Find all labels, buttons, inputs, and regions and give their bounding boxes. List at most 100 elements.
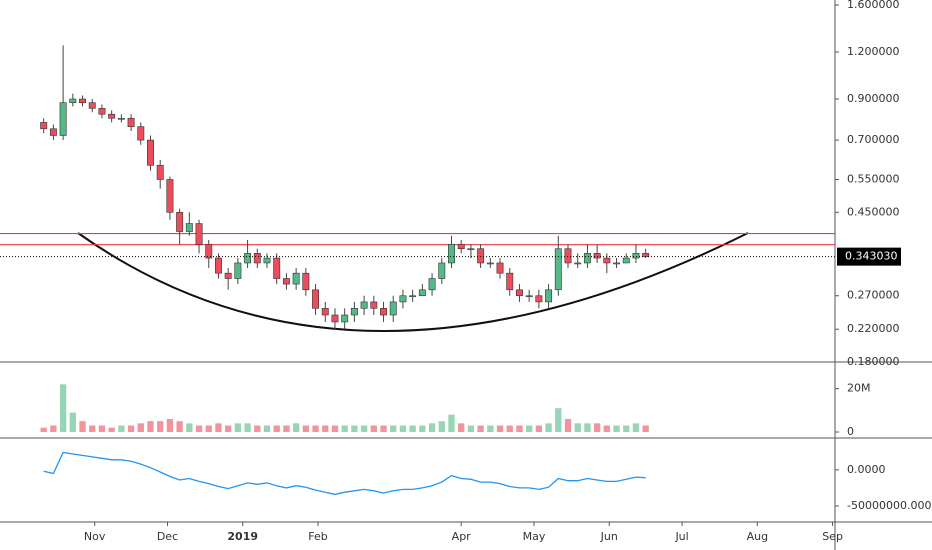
candle-body <box>263 257 271 264</box>
volume-bar <box>623 425 630 432</box>
volume-bar <box>331 425 339 432</box>
candle-body <box>49 128 57 136</box>
candle-body <box>496 262 504 274</box>
volume-bar <box>496 425 504 432</box>
volume-bar <box>399 425 407 432</box>
candle-body <box>69 98 77 103</box>
volume-bar <box>584 423 591 432</box>
x-tick-label: May <box>523 530 546 543</box>
candle-body <box>564 248 572 264</box>
candle-body <box>312 289 320 309</box>
y-tick-label: -50000000.0000 <box>847 499 932 512</box>
volume-bar <box>574 423 581 432</box>
candle-body <box>457 243 465 250</box>
candle-body <box>215 257 222 274</box>
x-tick-label: Apr <box>452 530 472 543</box>
candle-body <box>380 308 387 316</box>
candle-body <box>205 243 213 259</box>
volume-bar <box>545 423 552 432</box>
candle-body <box>448 243 455 264</box>
volume-bar <box>195 425 203 432</box>
volume-bar <box>341 425 348 432</box>
volume-bar <box>448 414 455 432</box>
candle-body <box>613 262 620 265</box>
candle-body <box>428 278 436 291</box>
volume-bar <box>59 384 67 432</box>
candle-body <box>292 272 300 285</box>
x-tick-label: Jun <box>600 530 618 543</box>
volume-bar <box>390 425 397 432</box>
candle-body <box>195 223 203 245</box>
candle-body <box>321 308 329 316</box>
candle-body <box>554 248 562 291</box>
y-tick-label: 0.0000 <box>847 463 886 476</box>
candle-body <box>59 102 67 136</box>
volume-bar <box>89 425 96 432</box>
volume-bar <box>127 425 135 432</box>
candle-body <box>341 314 349 323</box>
volume-bar <box>40 427 47 432</box>
volume-bar <box>98 425 106 432</box>
volume-bar <box>632 423 640 432</box>
volume-bar <box>186 423 193 432</box>
x-tick-label: Feb <box>308 530 327 543</box>
y-tick-label: 0.700000 <box>847 133 900 146</box>
volume-bar <box>292 423 300 432</box>
x-tick-label: Jul <box>674 530 688 543</box>
volume-bar <box>351 425 358 432</box>
candle-body <box>156 164 164 180</box>
candle-body <box>632 253 640 259</box>
y-tick-label: 0.270000 <box>847 289 900 302</box>
y-tick-label: 0 <box>847 425 854 438</box>
x-tick-label: Nov <box>84 530 106 543</box>
y-tick-label: 0.180000 <box>847 355 900 368</box>
candle-body <box>535 295 543 303</box>
candle-body <box>418 289 426 297</box>
candle-body <box>583 253 591 264</box>
volume-bar <box>244 423 251 432</box>
candle-body <box>438 262 446 279</box>
candle-body <box>370 301 378 309</box>
volume-bar <box>438 421 445 432</box>
candle-body <box>108 113 116 119</box>
volume-bar <box>166 419 174 432</box>
candle-body <box>98 108 106 115</box>
volume-bar <box>225 425 232 432</box>
volume-bar <box>642 425 649 432</box>
volume-bar <box>205 425 212 432</box>
volume-bar <box>477 425 484 432</box>
candle-body <box>467 248 475 251</box>
candle-body <box>282 278 290 285</box>
candle-body <box>331 314 339 323</box>
candle-body <box>253 253 261 264</box>
y-tick-label: 0.450000 <box>847 205 900 218</box>
volume-bar <box>458 423 465 432</box>
volume-bar <box>147 421 154 432</box>
volume-bar <box>409 425 416 432</box>
volume-bar <box>506 425 513 432</box>
x-tick-label: 2019 <box>227 530 258 543</box>
y-tick-label: 20M <box>847 382 871 395</box>
candle-body <box>302 272 310 291</box>
candle-body <box>137 126 145 141</box>
volume-bar <box>234 423 242 432</box>
candle-body <box>147 139 154 166</box>
y-tick-label: 0.900000 <box>847 92 900 105</box>
volume-bar <box>322 425 329 432</box>
candle-body <box>545 289 553 303</box>
candle-body <box>350 308 358 316</box>
volume-bar <box>283 425 290 432</box>
candle-body <box>360 301 368 309</box>
y-tick-label: 0.550000 <box>847 172 900 185</box>
volume-bar <box>487 425 494 432</box>
candle-body <box>486 262 494 265</box>
y-tick-label: 1.600000 <box>847 0 900 11</box>
candle-body <box>593 253 601 259</box>
volume-bar <box>535 425 543 432</box>
indicator-line <box>43 451 646 496</box>
volume-bar <box>254 425 261 432</box>
volume-bar <box>613 425 620 432</box>
x-tick-label: Sep <box>822 530 843 543</box>
candle-body <box>574 262 582 265</box>
